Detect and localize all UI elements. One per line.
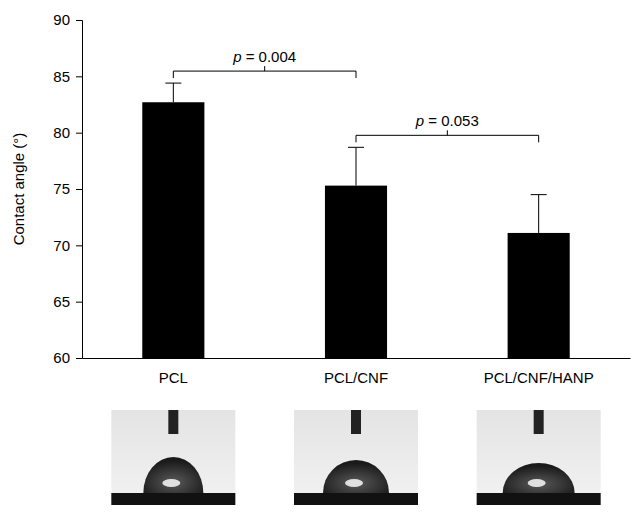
x-tick: PCL bbox=[159, 358, 188, 386]
error-bar-stem bbox=[538, 195, 539, 233]
y-tick: 65 bbox=[53, 293, 82, 310]
y-tick-mark bbox=[76, 189, 82, 190]
y-tick-mark bbox=[76, 20, 82, 21]
x-axis: PCL PCL/CNF PCL/CNF/HANP bbox=[83, 358, 631, 386]
error-bar bbox=[165, 83, 181, 102]
error-bar-stem bbox=[173, 83, 174, 102]
y-tick: 85 bbox=[53, 68, 82, 85]
droplet-photo bbox=[111, 410, 235, 505]
bar bbox=[142, 102, 204, 358]
y-tick-mark bbox=[76, 302, 82, 303]
y-tick-label: 60 bbox=[53, 349, 70, 366]
significance-bracket: p = 0.053 bbox=[356, 112, 539, 142]
error-bar bbox=[531, 195, 547, 233]
droplet bbox=[323, 460, 389, 493]
error-bar-cap bbox=[348, 147, 364, 148]
needle bbox=[168, 410, 178, 434]
photo-background bbox=[111, 410, 235, 505]
x-tick: PCL/CNF/HANP bbox=[484, 358, 594, 386]
droplet-reflection bbox=[162, 479, 180, 487]
error-bar-stem bbox=[356, 147, 357, 185]
bracket-line bbox=[356, 130, 539, 142]
y-tick-mark bbox=[76, 133, 82, 134]
y-tick-mark bbox=[76, 245, 82, 246]
x-tick-label: PCL bbox=[159, 369, 188, 386]
y-axis: 60 65 70 75 80 85 90 bbox=[53, 11, 82, 366]
y-tick: 90 bbox=[53, 11, 82, 28]
y-tick: 70 bbox=[53, 237, 82, 254]
bar bbox=[508, 233, 570, 358]
y-tick: 80 bbox=[53, 124, 82, 141]
needle bbox=[351, 410, 361, 434]
x-axis-line bbox=[83, 358, 631, 359]
y-tick-label: 70 bbox=[53, 237, 70, 254]
substrate bbox=[477, 493, 601, 505]
y-tick: 60 bbox=[53, 349, 82, 366]
y-tick: 75 bbox=[53, 180, 82, 197]
y-tick-label: 90 bbox=[53, 11, 70, 28]
y-axis-line bbox=[76, 21, 83, 359]
y-tick-label: 80 bbox=[53, 124, 70, 141]
bars bbox=[142, 83, 569, 358]
annotation: p = 0.004 bbox=[232, 48, 296, 65]
droplet-reflection bbox=[528, 479, 546, 487]
error-bar-cap bbox=[165, 83, 181, 84]
droplet-photo bbox=[477, 410, 601, 505]
photo-background bbox=[294, 410, 418, 505]
y-tick-label: 75 bbox=[53, 180, 70, 197]
chart: 60 65 70 75 80 85 90 PCL PCL/CNF PCL/CNF/HANP Cont… bbox=[0, 0, 644, 514]
droplet-photo bbox=[294, 410, 418, 505]
substrate bbox=[111, 493, 235, 505]
y-tick-label: 85 bbox=[53, 68, 70, 85]
x-tick: PCL/CNF bbox=[324, 358, 388, 386]
droplet bbox=[503, 463, 575, 493]
substrate bbox=[294, 493, 418, 505]
significance-bracket: p = 0.004 bbox=[173, 48, 356, 78]
droplet bbox=[143, 457, 203, 493]
annotation: p = 0.053 bbox=[415, 112, 479, 129]
error-bar-cap bbox=[531, 194, 547, 195]
y-tick-mark bbox=[76, 358, 82, 359]
y-axis-title: Contact angle (°) bbox=[10, 133, 27, 246]
y-tick-mark bbox=[76, 76, 82, 77]
error-bar bbox=[348, 147, 364, 185]
x-tick-label: PCL/CNF/HANP bbox=[484, 369, 594, 386]
x-tick-label: PCL/CNF bbox=[324, 369, 388, 386]
droplet-reflection bbox=[345, 479, 363, 487]
photo-background bbox=[477, 410, 601, 505]
y-tick-label: 65 bbox=[53, 293, 70, 310]
needle bbox=[534, 410, 544, 434]
bar bbox=[325, 186, 387, 358]
bracket-line bbox=[173, 66, 356, 78]
